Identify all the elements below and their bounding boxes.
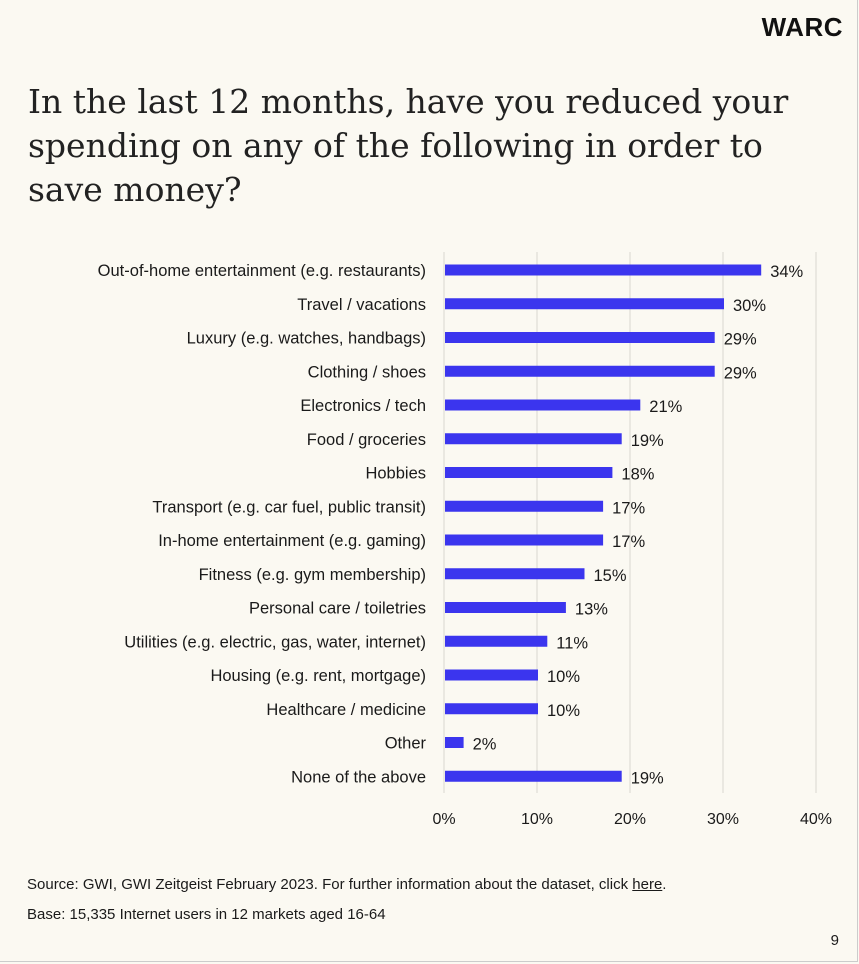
dataset-link[interactable]: here — [632, 876, 663, 893]
category-label: Hobbies — [365, 465, 426, 483]
bar — [445, 568, 585, 580]
data-label: 13% — [575, 601, 608, 619]
category-label: Out-of-home entertainment (e.g. restaura… — [98, 262, 426, 280]
category-label: Healthcare / medicine — [266, 701, 426, 719]
bar — [445, 298, 724, 310]
category-label: None of the above — [291, 768, 426, 786]
bar — [445, 433, 622, 445]
data-label: 30% — [733, 297, 766, 315]
data-label: 10% — [547, 668, 580, 686]
bar — [445, 365, 715, 377]
category-label: Housing (e.g. rent, mortgage) — [210, 667, 426, 685]
x-tick-label: 30% — [707, 811, 739, 828]
base-note: Base: 15,335 Internet users in 12 market… — [27, 906, 386, 923]
x-tick-label: 20% — [614, 811, 646, 828]
data-label: 17% — [612, 533, 645, 551]
bar — [445, 467, 613, 478]
data-label: 21% — [649, 398, 682, 416]
bar — [445, 669, 538, 681]
data-label: 11% — [556, 634, 588, 652]
data-label: 19% — [631, 769, 664, 787]
page-number: 9 — [830, 932, 839, 949]
bar — [445, 332, 715, 343]
category-label: Other — [385, 735, 427, 753]
bar — [445, 264, 762, 276]
x-tick-label: 0% — [432, 811, 455, 828]
data-label: 15% — [594, 567, 627, 585]
category-label: In-home entertainment (e.g. gaming) — [158, 532, 426, 550]
source-suffix: . — [662, 876, 667, 893]
bar — [445, 534, 604, 546]
bar — [445, 602, 566, 613]
data-label: 10% — [547, 702, 580, 720]
data-label: 17% — [612, 499, 645, 517]
bar — [445, 500, 604, 512]
category-label: Transport (e.g. car fuel, public transit… — [152, 498, 426, 516]
chart-title: In the last 12 months, have you reduced … — [28, 82, 789, 209]
category-label: Fitness (e.g. gym membership) — [199, 566, 426, 584]
bar — [445, 703, 538, 715]
x-tick-label: 40% — [800, 811, 832, 828]
data-label: 19% — [631, 432, 664, 450]
data-label: 29% — [724, 364, 757, 382]
x-tick-label: 10% — [521, 811, 553, 828]
category-label: Personal care / toiletries — [249, 600, 426, 618]
bar — [445, 770, 622, 782]
data-label: 29% — [724, 331, 757, 349]
data-label: 18% — [621, 466, 654, 484]
bar — [445, 737, 464, 748]
category-label: Electronics / tech — [300, 397, 426, 415]
warc-logo: WARC — [761, 12, 843, 42]
category-label: Utilities (e.g. electric, gas, water, in… — [124, 633, 426, 651]
bar-chart: 0% 10% 20% 30% 40% Out-of-home entertainment … — [98, 252, 832, 828]
source-note: Source: GWI, GWI Zeitgeist February 2023… — [27, 876, 666, 893]
data-label: 34% — [770, 263, 803, 281]
category-label: Luxury (e.g. watches, handbags) — [187, 330, 426, 348]
data-label: 2% — [473, 736, 497, 754]
category-label: Clothing / shoes — [308, 363, 426, 381]
bar — [445, 399, 641, 411]
category-label: Travel / vacations — [297, 296, 426, 314]
category-label: Food / groceries — [307, 431, 426, 449]
source-text: Source: GWI, GWI Zeitgeist February 2023… — [27, 876, 633, 893]
bar — [445, 635, 548, 647]
